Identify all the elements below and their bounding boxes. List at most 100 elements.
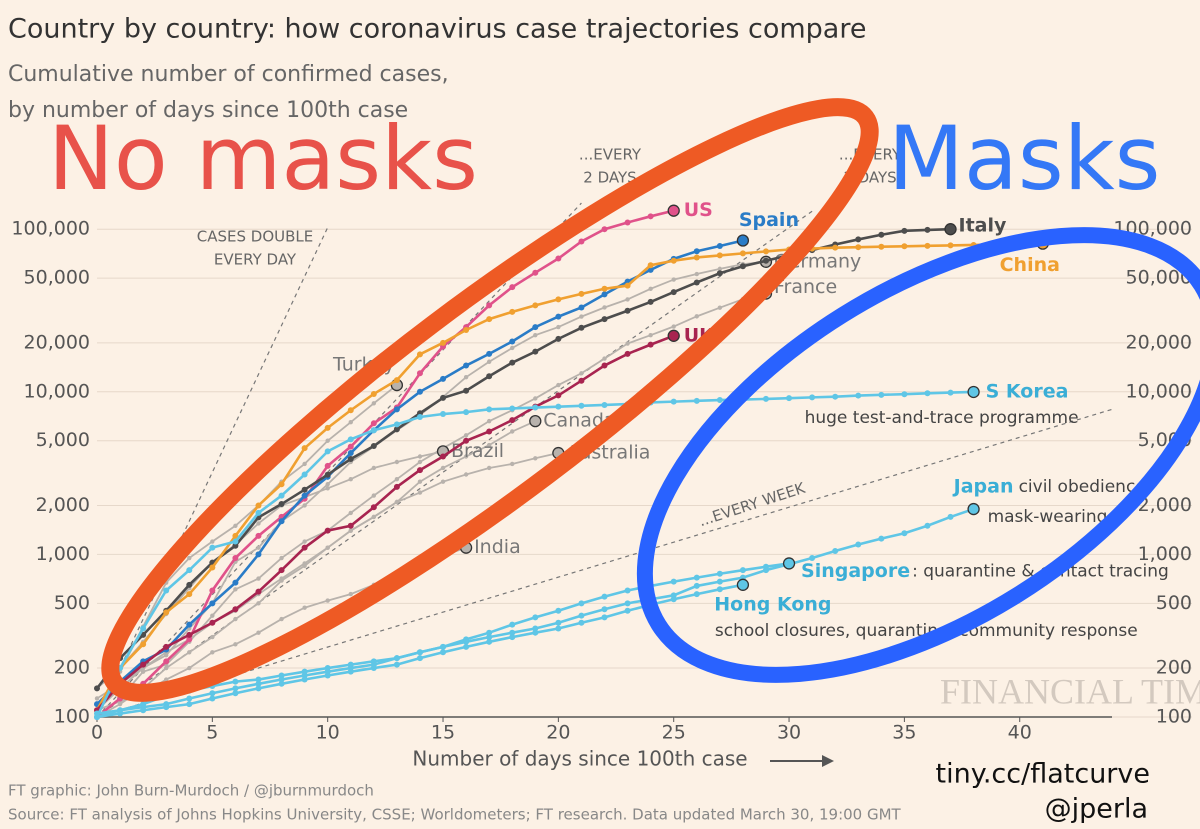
data-point: [210, 634, 215, 640]
data-point: [924, 226, 931, 233]
data-point: [324, 672, 331, 679]
data-point: [510, 429, 515, 434]
data-point: [186, 631, 193, 638]
series-label: France: [774, 276, 837, 298]
data-point: [832, 393, 839, 400]
data-point: [486, 634, 493, 641]
data-point: [416, 655, 423, 662]
data-point: [762, 257, 769, 264]
data-point: [416, 351, 423, 358]
data-point: [578, 619, 585, 626]
data-point: [324, 424, 331, 431]
data-point: [578, 304, 585, 311]
data-point: [301, 544, 308, 551]
data-point: [509, 284, 516, 291]
x-tick-label: 30: [777, 722, 801, 744]
data-point: [416, 413, 423, 420]
data-point: [578, 600, 585, 607]
data-point: [393, 661, 400, 668]
data-point: [578, 377, 585, 384]
end-marker: [736, 234, 750, 247]
data-point: [555, 607, 562, 614]
annotation-ellipse: [101, 98, 879, 702]
data-point: [463, 433, 469, 438]
data-point: [279, 555, 284, 561]
data-point: [186, 567, 193, 574]
data-point: [255, 676, 262, 683]
data-point: [555, 619, 562, 626]
data-point: [232, 532, 239, 539]
data-point: [348, 591, 353, 597]
data-point: [347, 436, 354, 443]
data-point: [256, 576, 261, 581]
data-point: [440, 649, 447, 656]
y-tick-label-right: 50,000: [1126, 267, 1192, 289]
data-point: [324, 462, 331, 469]
data-point: [578, 324, 585, 331]
annotation-no-masks: No masks: [48, 107, 478, 210]
data-point: [532, 348, 539, 355]
guide-label: ...EVERY: [579, 146, 642, 164]
data-point: [878, 391, 885, 398]
data-point: [232, 678, 239, 685]
data-point: [232, 555, 239, 562]
data-point: [256, 630, 261, 635]
data-point: [625, 341, 630, 346]
data-point: [117, 710, 124, 717]
x-tick-label: 10: [316, 722, 340, 744]
data-point: [94, 696, 100, 701]
data-point: [510, 461, 515, 467]
y-tick-label: 1,000: [36, 543, 90, 565]
data-point: [347, 456, 354, 463]
data-point: [463, 326, 470, 333]
chart-subtitle: Cumulative number of confirmed cases,: [8, 62, 449, 87]
data-point: [440, 394, 447, 401]
data-point: [601, 291, 608, 298]
data-point: [486, 465, 492, 471]
x-axis-label: Number of days since 100th case: [412, 747, 747, 771]
data-point: [187, 665, 192, 671]
data-point: [393, 377, 400, 384]
data-point: [416, 467, 423, 474]
data-point: [486, 442, 492, 448]
doubling-guide: [96, 227, 329, 718]
data-point: [278, 492, 285, 499]
credit: FT graphic: John Burn-Murdoch / @jburnmu…: [8, 782, 374, 800]
data-point: [255, 685, 262, 692]
series-line: [96, 334, 675, 712]
data-point: [164, 665, 169, 671]
data-point: [348, 420, 353, 425]
series-line: [96, 292, 767, 718]
data-point: [693, 574, 700, 581]
data-point: [140, 641, 147, 648]
data-point: [556, 324, 561, 330]
data-point: [648, 286, 653, 291]
series-note: school closures, quarantine, community r…: [715, 621, 1138, 641]
x-tick-label: 20: [546, 722, 570, 744]
end-marker: [667, 204, 680, 217]
data-point: [348, 528, 353, 533]
data-point: [140, 669, 146, 674]
data-point: [232, 606, 239, 613]
series-label: US: [684, 199, 713, 221]
data-point: [601, 362, 608, 369]
data-point: [532, 269, 539, 276]
data-point: [601, 593, 608, 600]
y-tick-label: 2,000: [36, 494, 90, 516]
data-point: [278, 676, 285, 683]
data-point: [624, 282, 631, 289]
data-point: [163, 658, 170, 665]
data-point: [509, 621, 516, 628]
data-point: [555, 255, 562, 262]
series-label: Japan: [952, 476, 1014, 498]
doubling-guide: [96, 202, 582, 718]
series-label: Hong Kong: [714, 593, 831, 615]
annotation-ellipse: [636, 227, 1200, 683]
data-point: [693, 582, 700, 589]
data-point: [716, 243, 723, 250]
y-tick-label: 200: [54, 657, 90, 679]
data-point: [901, 391, 908, 398]
y-tick-label-right: 100: [1156, 706, 1192, 728]
data-point: [532, 629, 539, 636]
data-point: [694, 314, 699, 319]
